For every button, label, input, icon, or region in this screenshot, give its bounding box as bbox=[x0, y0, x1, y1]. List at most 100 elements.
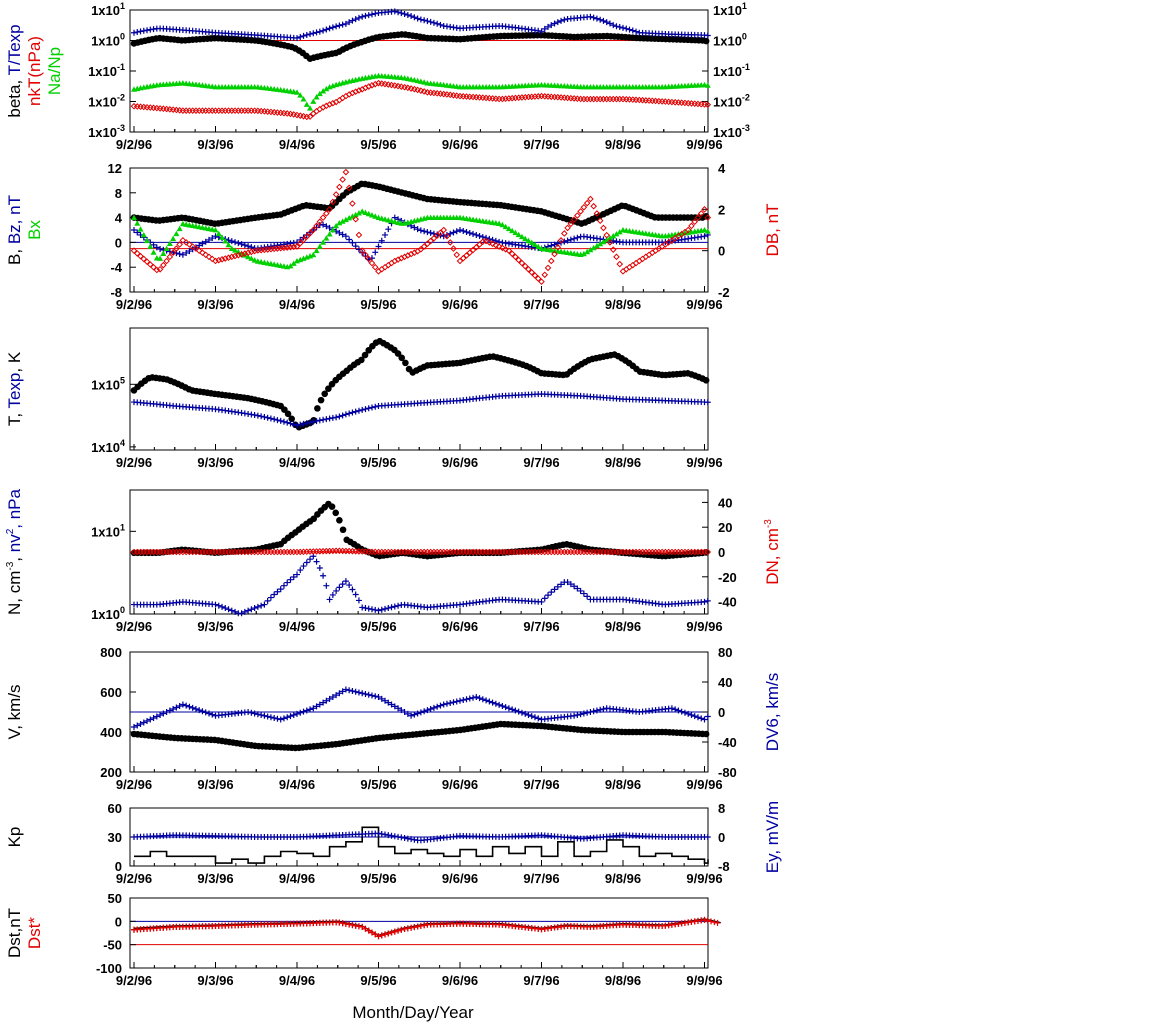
data-point bbox=[352, 16, 359, 23]
data-point bbox=[358, 247, 366, 254]
series-nv2 bbox=[131, 553, 711, 617]
data-point bbox=[365, 927, 372, 934]
y-axis-title-left-2: Bx bbox=[25, 220, 44, 240]
data-point bbox=[479, 696, 486, 703]
data-point bbox=[163, 257, 170, 265]
data-point bbox=[616, 24, 623, 31]
data-point bbox=[590, 14, 597, 21]
data-point bbox=[496, 220, 503, 226]
data-point bbox=[221, 255, 229, 262]
axis-label-part: DB, nT bbox=[763, 204, 782, 257]
data-point bbox=[649, 249, 656, 257]
data-point bbox=[150, 263, 157, 271]
y-tick-label-right: 1x10-2 bbox=[713, 93, 750, 110]
axis-label-part: Dst* bbox=[25, 917, 44, 950]
panel-dst: 9/2/96 9/3/96 9/4/96 9/5/96 9/6/96 9/7/96 9/8/… bbox=[5, 891, 723, 988]
data-point bbox=[626, 26, 633, 33]
data-point bbox=[577, 587, 584, 594]
data-point bbox=[538, 598, 545, 605]
data-point bbox=[372, 606, 379, 613]
data-point bbox=[251, 710, 258, 717]
data-point bbox=[398, 10, 405, 17]
data-point bbox=[359, 406, 366, 413]
y-tick-label-right: 40 bbox=[718, 495, 732, 510]
data-point bbox=[166, 707, 173, 714]
x-tick-label: 9/6/96 bbox=[442, 973, 478, 988]
series-t-texp bbox=[131, 8, 711, 42]
data-point bbox=[147, 243, 154, 249]
data-point bbox=[157, 246, 164, 253]
data-point bbox=[714, 919, 721, 926]
data-point bbox=[323, 26, 330, 33]
data-point bbox=[163, 709, 170, 715]
data-point bbox=[359, 208, 366, 214]
data-point bbox=[222, 238, 229, 244]
data-point bbox=[313, 558, 320, 565]
data-point bbox=[571, 235, 578, 242]
data-point bbox=[202, 709, 209, 716]
data-point bbox=[297, 567, 304, 574]
data-point bbox=[691, 218, 699, 226]
data-point bbox=[355, 210, 362, 216]
y-tick-label-left: -8 bbox=[110, 285, 122, 300]
data-point bbox=[157, 712, 164, 718]
y-axis-title-left: Dst,nT bbox=[5, 908, 24, 958]
data-point bbox=[567, 236, 574, 243]
data-point bbox=[508, 250, 516, 258]
data-point bbox=[245, 607, 252, 614]
y-axis-title-right: DV6, km/s bbox=[763, 673, 782, 751]
data-point bbox=[629, 261, 637, 269]
data-point bbox=[633, 28, 640, 35]
data-point bbox=[323, 85, 330, 92]
x-tick-label: 9/6/96 bbox=[442, 777, 478, 792]
data-point bbox=[704, 834, 711, 840]
data-point bbox=[284, 410, 292, 418]
data-point bbox=[600, 224, 607, 232]
data-point bbox=[704, 917, 711, 924]
data-point bbox=[160, 710, 167, 717]
data-point bbox=[349, 200, 356, 207]
data-point bbox=[382, 605, 389, 612]
y-tick-label-left: 1x104 bbox=[91, 438, 125, 455]
x-tick-label: 9/5/96 bbox=[360, 297, 396, 312]
data-point bbox=[424, 18, 431, 25]
data-point bbox=[395, 9, 402, 16]
data-point bbox=[241, 242, 248, 249]
data-point bbox=[287, 262, 294, 269]
data-point bbox=[395, 927, 402, 934]
data-point bbox=[264, 713, 271, 720]
data-point bbox=[365, 210, 372, 217]
data-point bbox=[541, 271, 549, 279]
data-point bbox=[587, 195, 594, 203]
data-point bbox=[212, 233, 219, 240]
data-point bbox=[336, 229, 343, 236]
data-point bbox=[528, 713, 535, 720]
data-point bbox=[137, 721, 144, 727]
data-point bbox=[173, 230, 180, 237]
x-tick-label: 9/3/96 bbox=[197, 973, 233, 988]
data-point bbox=[378, 932, 385, 939]
data-point bbox=[375, 607, 382, 614]
data-point bbox=[398, 354, 406, 362]
data-point bbox=[248, 255, 255, 261]
data-point bbox=[320, 88, 327, 94]
data-point bbox=[137, 226, 144, 232]
axis-label-part: N, cm bbox=[5, 571, 24, 615]
data-point bbox=[541, 25, 548, 32]
data-point bbox=[402, 359, 409, 367]
data-point bbox=[368, 404, 375, 411]
data-point bbox=[450, 229, 457, 236]
data-point bbox=[694, 214, 702, 221]
data-point bbox=[339, 920, 346, 927]
data-point bbox=[261, 712, 268, 719]
data-point bbox=[277, 716, 284, 723]
data-point bbox=[208, 255, 216, 263]
data-point bbox=[179, 251, 186, 258]
data-point bbox=[352, 591, 359, 598]
axis-label-part: , bbox=[5, 552, 24, 561]
data-point bbox=[580, 710, 587, 717]
data-point bbox=[600, 706, 607, 712]
data-point bbox=[323, 210, 330, 217]
series-dn bbox=[130, 547, 712, 556]
x-tick-label: 9/5/96 bbox=[360, 871, 396, 886]
